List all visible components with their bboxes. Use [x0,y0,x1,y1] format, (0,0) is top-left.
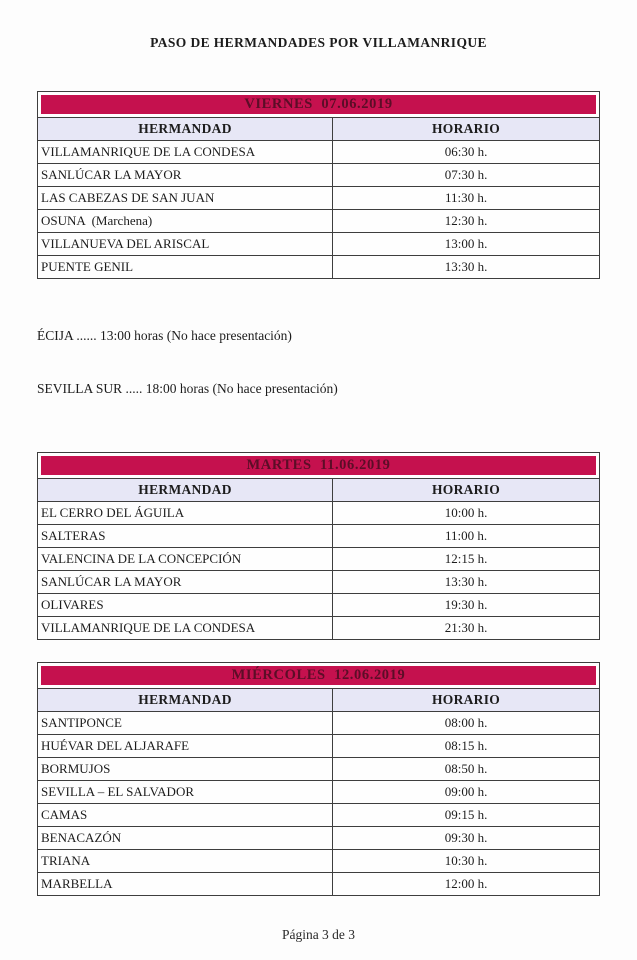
table-row: VALENCINA DE LA CONCEPCIÓN 12:15 h. [36,547,600,571]
hermandad-cell: CAMAS [36,803,334,827]
hermandad-cell: SALTERAS [36,524,334,548]
horario-cell: 21:30 h. [332,616,600,640]
horario-cell: 12:15 h. [332,547,600,571]
day-header-row: MIÉRCOLES 12.06.2019 [37,662,600,689]
table-row: PUENTE GENIL 13:30 h. [36,255,600,279]
table-row: OSUNA (Marchena) 12:30 h. [36,209,600,233]
hermandad-cell: OSUNA (Marchena) [36,209,334,233]
horario-cell: 13:30 h. [332,255,600,279]
horario-cell: 08:50 h. [332,757,600,781]
table-row: TRIANA 10:30 h. [36,849,600,873]
hermandad-cell: VILLAMANRIQUE DE LA CONDESA [36,140,334,164]
table-row: BORMUJOS 08:50 h. [36,757,600,781]
hermandad-cell: HUÉVAR DEL ALJARAFE [36,734,334,758]
document-body: VIERNES 07.06.2019 HERMANDAD HORARIO VIL… [36,91,600,896]
horario-cell: 09:00 h. [332,780,600,804]
page-number: Página 3 de 3 [281,927,356,942]
hermandad-cell: VILLAMANRIQUE DE LA CONDESA [36,616,334,640]
horario-cell: 11:30 h. [332,186,600,210]
page-title: PASO DE HERMANDADES POR VILLAMANRIQUE [150,35,487,50]
hermandad-cell: VILLANUEVA DEL ARISCAL [36,232,334,256]
day-header-viernes: VIERNES 07.06.2019 [41,95,596,114]
table-row: SANLÚCAR LA MAYOR 07:30 h. [36,163,600,187]
hermandad-cell: PUENTE GENIL [36,255,334,279]
table-row: VILLAMANRIQUE DE LA CONDESA 06:30 h. [36,140,600,164]
table-row: VILLANUEVA DEL ARISCAL 13:00 h. [36,232,600,256]
horario-cell: 09:15 h. [332,803,600,827]
schedule-table-viernes: VIERNES 07.06.2019 HERMANDAD HORARIO VIL… [36,91,600,279]
table-row: SANLÚCAR LA MAYOR 13:30 h. [36,570,600,594]
horario-cell: 08:00 h. [332,711,600,735]
schedule-table-martes: MARTES 11.06.2019 HERMANDAD HORARIO EL C… [36,452,600,640]
day-header-cell: VIERNES 07.06.2019 [37,91,600,118]
table-row: CAMAS 09:15 h. [36,803,600,827]
hermandad-cell: MARBELLA [36,872,334,896]
horario-cell: 10:00 h. [332,501,600,525]
hermandad-cell: SEVILLA – EL SALVADOR [36,780,334,804]
horario-cell: 08:15 h. [332,734,600,758]
day-header-martes: MARTES 11.06.2019 [41,456,596,475]
table-row: BENACAZÓN 09:30 h. [36,826,600,850]
schedule-table-miercoles: MIÉRCOLES 12.06.2019 HERMANDAD HORARIO S… [36,662,600,896]
hermandad-cell: VALENCINA DE LA CONCEPCIÓN [36,547,334,571]
table-row: EL CERRO DEL ÁGUILA 10:00 h. [36,501,600,525]
hermandad-cell: LAS CABEZAS DE SAN JUAN [36,186,334,210]
column-header-horario: HORARIO [332,688,600,712]
horario-cell: 13:00 h. [332,232,600,256]
table-row: MARBELLA 12:00 h. [36,872,600,896]
note-ecija: ÉCIJA ...... 13:00 horas (No hace presen… [37,328,292,343]
horario-cell: 10:30 h. [332,849,600,873]
table-row: SALTERAS 11:00 h. [36,524,600,548]
column-header-row: HERMANDAD HORARIO [36,117,600,141]
hermandad-cell: SANLÚCAR LA MAYOR [36,570,334,594]
horario-cell: 09:30 h. [332,826,600,850]
hermandad-cell: BENACAZÓN [36,826,334,850]
table-row: HUÉVAR DEL ALJARAFE 08:15 h. [36,734,600,758]
column-header-horario: HORARIO [332,478,600,502]
horario-cell: 06:30 h. [332,140,600,164]
day-header-miercoles: MIÉRCOLES 12.06.2019 [41,666,596,685]
horario-cell: 11:00 h. [332,524,600,548]
hermandad-cell: BORMUJOS [36,757,334,781]
table-row: SANTIPONCE 08:00 h. [36,711,600,735]
column-header-row: HERMANDAD HORARIO [36,478,600,502]
table-row: LAS CABEZAS DE SAN JUAN 11:30 h. [36,186,600,210]
column-header-hermandad: HERMANDAD [36,117,334,141]
hermandad-cell: TRIANA [36,849,334,873]
hermandad-cell: SANTIPONCE [36,711,334,735]
horario-cell: 12:00 h. [332,872,600,896]
column-header-hermandad: HERMANDAD [36,478,334,502]
horario-cell: 12:30 h. [332,209,600,233]
table-row: OLIVARES 19:30 h. [36,593,600,617]
hermandad-cell: OLIVARES [36,593,334,617]
horario-cell: 07:30 h. [332,163,600,187]
table-row: SEVILLA – EL SALVADOR 09:00 h. [36,780,600,804]
note-sevilla-sur: SEVILLA SUR ..... 18:00 horas (No hace p… [37,380,338,396]
no-presentation-notes: ÉCIJA ...... 13:00 horas (No hace presen… [37,292,600,432]
hermandad-cell: SANLÚCAR LA MAYOR [36,163,334,187]
column-header-row: HERMANDAD HORARIO [36,688,600,712]
day-header-cell: MIÉRCOLES 12.06.2019 [37,662,600,689]
column-header-horario: HORARIO [332,117,600,141]
horario-cell: 13:30 h. [332,570,600,594]
day-header-row: VIERNES 07.06.2019 [37,91,600,118]
column-header-hermandad: HERMANDAD [36,688,334,712]
day-header-row: MARTES 11.06.2019 [37,452,600,479]
hermandad-cell: EL CERRO DEL ÁGUILA [36,501,334,525]
day-header-cell: MARTES 11.06.2019 [37,452,600,479]
horario-cell: 19:30 h. [332,593,600,617]
table-row: VILLAMANRIQUE DE LA CONDESA 21:30 h. [36,616,600,640]
